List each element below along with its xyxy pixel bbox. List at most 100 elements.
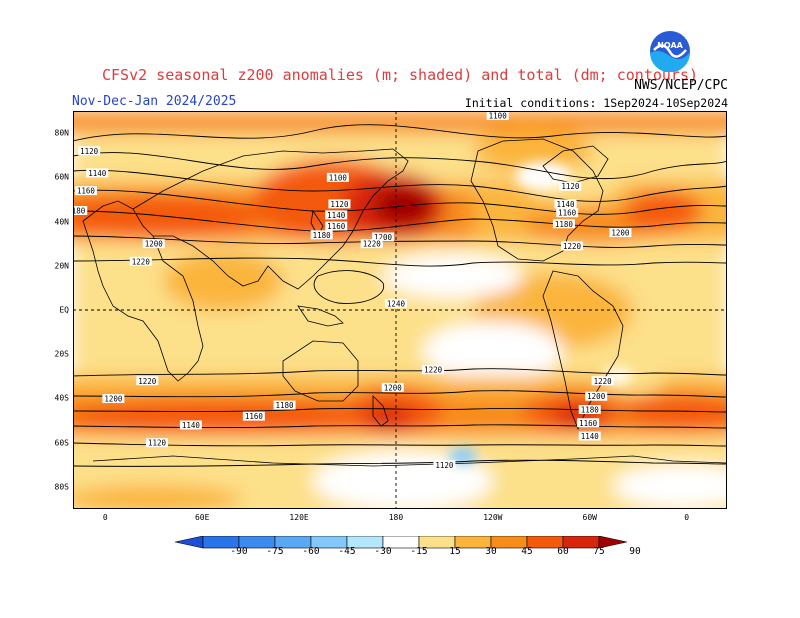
colorbar-label: 30: [485, 546, 497, 557]
contour-label-text: 1160: [77, 187, 96, 196]
contour-label-text: 1200: [104, 394, 123, 403]
logo-text: NOAA: [657, 41, 683, 50]
contour-label: 1120: [559, 181, 582, 191]
lon-label: 60E: [194, 513, 210, 522]
contour-label-text: 1200: [384, 383, 403, 392]
lon-label: 0: [684, 513, 690, 522]
contour-label: 1200: [142, 239, 165, 249]
contour-label-text: 1140: [556, 200, 575, 209]
lon-label: 120E: [289, 513, 309, 522]
contour-label: 1120: [328, 199, 351, 209]
contour-label: 1200: [381, 382, 404, 392]
contour-label: 1220: [560, 241, 583, 251]
contour-label-text: 1180: [555, 220, 574, 229]
contour-label-text: 1120: [80, 147, 99, 156]
noaa-logo: NOAA: [649, 30, 691, 73]
contour-label-text: 1240: [387, 299, 406, 308]
contour-label-text: 1180: [73, 207, 86, 216]
contour-label: 1220: [136, 376, 159, 386]
contour-label: 1200: [102, 393, 125, 403]
colorbar-label: -30: [374, 546, 392, 557]
contour-label-text: 1220: [594, 377, 613, 386]
contour-label: 1180: [73, 206, 88, 216]
contour-label: 1140: [179, 420, 202, 430]
contour-label-text: 1120: [148, 439, 167, 448]
colorbar-label: -75: [266, 546, 284, 557]
contour-label: 1140: [325, 210, 348, 220]
colorbar-label: 90: [629, 546, 641, 557]
contour-label-text: 1120: [435, 461, 454, 470]
coastlines: [82, 138, 727, 467]
contour-label: 1100: [326, 172, 349, 182]
contour-label: 1220: [591, 376, 614, 386]
lat-label: 80N: [54, 128, 69, 138]
anomaly-map: 1100112011401160118012001220110011201140…: [73, 111, 727, 509]
contour-label-text: 1160: [579, 419, 598, 428]
contour-label: 1160: [74, 186, 97, 196]
contour-label-text: 1220: [132, 257, 151, 266]
contour-label: 1160: [242, 411, 265, 421]
chart-title: CFSv2 seasonal z200 anomalies (m; shaded…: [101, 66, 699, 84]
contour-label: 1220: [360, 239, 383, 249]
colorbar-label: -45: [338, 546, 356, 557]
lon-label: 60W: [582, 513, 597, 522]
contour-label: 1140: [554, 199, 577, 209]
lat-label: 40N: [54, 217, 69, 227]
contour-label-text: 1180: [313, 231, 332, 240]
contour-label-text: 1220: [138, 377, 157, 386]
colorbar-label: 75: [593, 546, 605, 557]
contour-label-text: 1160: [245, 412, 264, 421]
lon-label: 0: [102, 513, 108, 522]
contour-label: 1240: [384, 298, 407, 308]
contour-label-text: 1220: [563, 242, 582, 251]
contour-label-text: 1200: [374, 233, 393, 242]
colorbar-label: -60: [302, 546, 320, 557]
initial-conditions: Initial conditions: 1Sep2024-10Sep2024: [464, 96, 728, 110]
contour-label: 1140: [578, 431, 601, 441]
contour-label: 1160: [325, 221, 348, 231]
contour-label: 1160: [577, 418, 600, 428]
contour-label: 1220: [422, 365, 445, 375]
contour-label-text: 1180: [276, 401, 295, 410]
colorbar-label: 60: [557, 546, 569, 557]
contour-label: 1120: [145, 438, 168, 448]
contour-label-text: 1100: [329, 173, 348, 182]
contour-label-text: 1160: [558, 209, 577, 218]
contour-label: 1180: [578, 405, 601, 415]
agency-label: NWS/NCEP/CPC: [634, 78, 728, 93]
contour-label: 1200: [585, 391, 608, 401]
colorbar-label: 15: [449, 546, 461, 557]
contours: [73, 124, 727, 467]
contour-label-text: 1180: [581, 406, 600, 415]
contour-label-layer: 1100112011401160118012001220110011201140…: [73, 111, 632, 470]
contour-label-text: 1140: [327, 211, 346, 220]
contour-label: 1180: [310, 230, 333, 240]
lat-label: 60S: [54, 438, 69, 448]
contour-label: 1160: [556, 208, 579, 218]
contour-label-text: 1140: [581, 432, 600, 441]
lat-label: 20N: [54, 261, 69, 271]
colorbar-label: -90: [230, 546, 248, 557]
contour-label-text: 1160: [327, 222, 346, 231]
colorbar-arrow-high: [598, 536, 627, 549]
contour-label-text: 1140: [182, 421, 201, 430]
reference-lines: [73, 111, 727, 509]
contour-label: 1220: [129, 256, 152, 266]
colorbar-arrow-low: [175, 536, 204, 549]
contour-label: 1180: [273, 400, 296, 410]
contour-label: 1120: [78, 146, 101, 156]
contour-label: 1200: [372, 232, 395, 242]
lat-label: 40S: [54, 393, 69, 403]
contour-label: 1140: [86, 168, 109, 178]
colorbar-label: -15: [410, 546, 428, 557]
contour-label-text: 1140: [88, 169, 107, 178]
lon-label: 180: [388, 513, 404, 522]
contour-label-text: 1120: [561, 182, 580, 191]
contour-label: 1200: [609, 228, 632, 238]
contour-label-text: 1200: [587, 392, 606, 401]
contour-label-text: 1220: [363, 240, 382, 249]
contour-label-text: 1100: [489, 111, 508, 120]
contour-label: 1180: [552, 219, 575, 229]
contour-label-text: 1200: [145, 240, 164, 249]
lon-label: 120W: [483, 513, 503, 522]
